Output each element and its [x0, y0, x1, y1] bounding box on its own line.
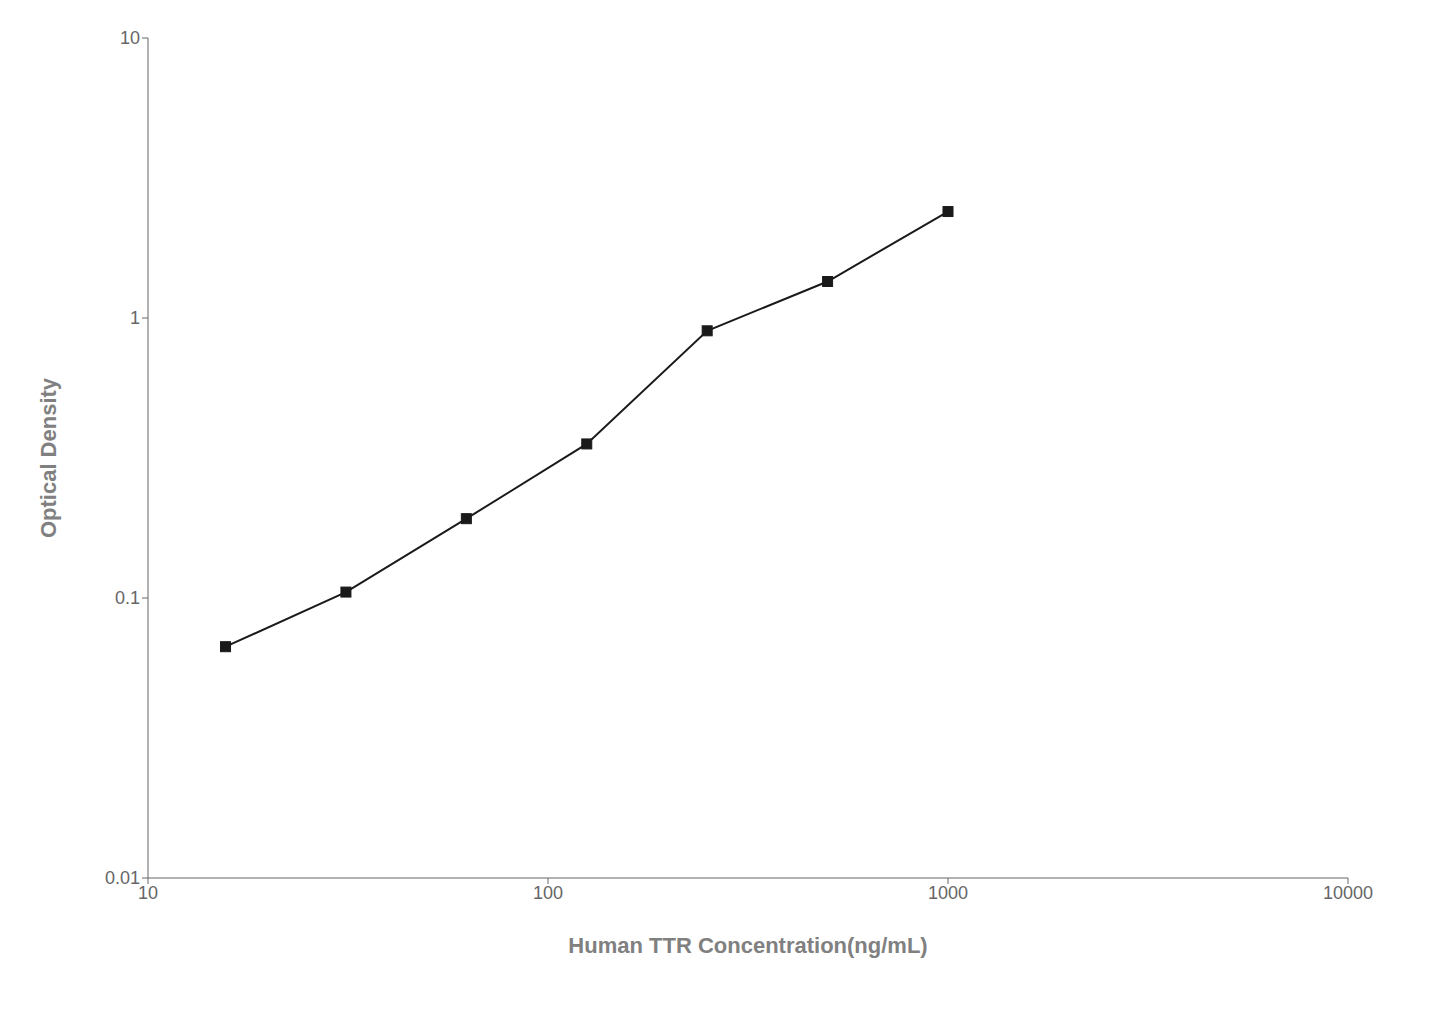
- svg-text:0.1: 0.1: [115, 588, 140, 608]
- svg-text:10: 10: [120, 28, 140, 48]
- svg-text:10000: 10000: [1323, 883, 1373, 903]
- svg-text:1: 1: [130, 308, 140, 328]
- svg-text:Human TTR Concentration(ng/mL): Human TTR Concentration(ng/mL): [568, 933, 927, 958]
- svg-text:100: 100: [533, 883, 563, 903]
- svg-text:10: 10: [138, 883, 158, 903]
- svg-text:Optical Density: Optical Density: [36, 377, 61, 538]
- svg-text:0.01: 0.01: [105, 868, 140, 888]
- svg-text:1000: 1000: [928, 883, 968, 903]
